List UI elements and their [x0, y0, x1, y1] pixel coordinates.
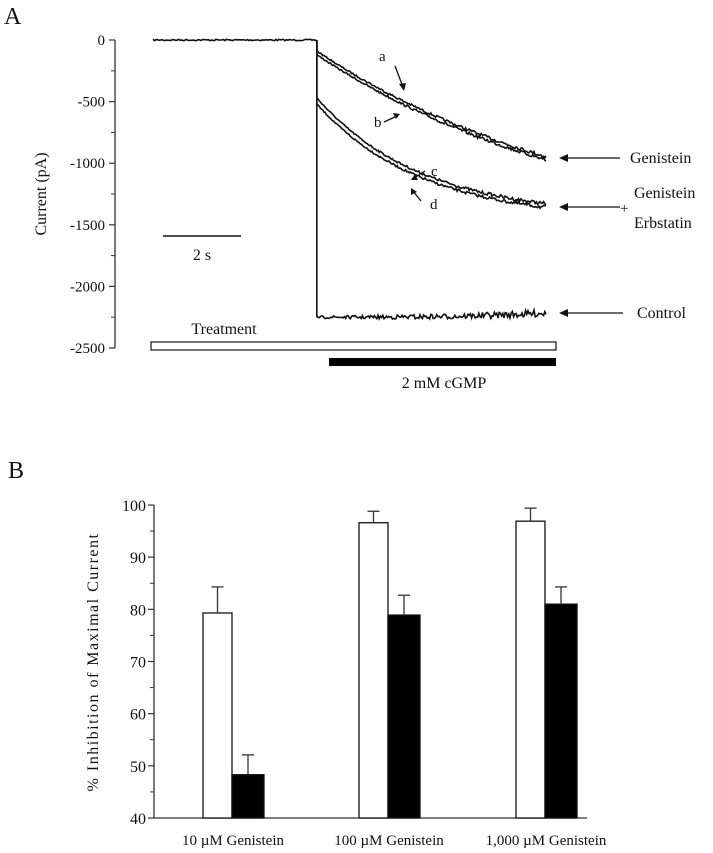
bar-genistein [358, 522, 389, 819]
y-tick-label: 80 [130, 602, 146, 619]
bar-genistein-erbstatin [387, 614, 421, 819]
y-tick-label: -500 [78, 95, 106, 111]
arrow-b-head [393, 113, 400, 119]
panel-b: 40 50 60 70 80 90 100 % Inhibition of Maximal … [85, 498, 607, 849]
legend-arrow-genistein-head [559, 154, 568, 162]
legend-arrow-genistein-erbstatin-head [559, 203, 568, 211]
panel-a-annotations: a b c d [374, 49, 438, 213]
y-tick-label: -1500 [70, 218, 105, 234]
trace-b [316, 40, 547, 162]
treatment-label: Treatment [191, 321, 257, 338]
panel-a-traces [152, 38, 547, 321]
y-tick-label: -2500 [70, 341, 105, 357]
trace-c [316, 40, 547, 206]
category-label: 10 µM Genistein [182, 833, 284, 849]
baseline-trace [152, 38, 317, 42]
arrow-a [394, 65, 404, 88]
panel-a-y-ticks: 0 -500 -1000 -1500 -2000 -2500 [70, 33, 115, 357]
bar-genistein-erbstatin [231, 774, 265, 819]
trace-label-d: d [430, 197, 438, 213]
bar-genistein-erbstatin [544, 603, 578, 819]
y-tick-label: 40 [130, 811, 146, 828]
y-tick-label: 60 [130, 707, 146, 724]
arrow-b [383, 115, 398, 123]
y-tick-label: -2000 [70, 279, 105, 295]
trace-d [316, 40, 547, 210]
category-label: 100 µM Genistein [334, 833, 444, 849]
panel-label-b: B [8, 458, 24, 484]
y-tick-label: 50 [130, 759, 146, 776]
category-label: 1,000 µM Genistein [486, 833, 607, 849]
panel-b-category-labels: 10 µM Genistein 100 µM Genistein 1,000 µM … [182, 833, 607, 849]
trace-control [316, 40, 547, 321]
trace-label-a: a [379, 49, 386, 65]
legend-genistein: Genistein [630, 150, 691, 167]
panel-label-a: A [4, 4, 22, 30]
panel-a-legend: Genistein Genistein + Erbstatin Control [559, 150, 695, 322]
protocol-bars: Treatment 2 mM cGMP [150, 321, 557, 392]
trace-label-b: b [374, 115, 382, 131]
legend-control: Control [637, 305, 686, 322]
treatment-bar [150, 341, 557, 351]
y-tick-label: 0 [98, 33, 106, 49]
panel-b-bars [202, 507, 578, 819]
y-tick-label: 100 [122, 498, 146, 515]
scale-bar-label: 2 s [193, 247, 211, 264]
arrow-d-head [411, 188, 417, 195]
arrow-c-head [411, 174, 418, 180]
trace-label-c: c [431, 164, 438, 180]
cgmp-label: 2 mM cGMP [402, 375, 487, 392]
y-tick-label: -1000 [70, 156, 105, 172]
arrow-a-head [399, 83, 406, 91]
cgmp-bar [329, 358, 556, 366]
scale-bar: 2 s [163, 235, 241, 264]
bar-genistein [515, 520, 546, 819]
panel-b-y-ticks: 40 50 60 70 80 90 100 [122, 498, 154, 828]
panel-a-y-label: Current (pA) [33, 152, 50, 235]
y-tick-label: 70 [130, 655, 146, 672]
y-tick-label: 90 [130, 550, 146, 567]
legend-arrow-control-head [559, 309, 568, 317]
panel-b-y-label: % Inhibition of Maximal Current [85, 533, 102, 792]
panel-a: 0 -500 -1000 -1500 -2000 -2500 Current (pA) a… [33, 33, 695, 392]
bar-genistein [202, 612, 233, 819]
legend-plus: + [620, 201, 628, 217]
legend-genistein-erbstatin-line2: Erbstatin [634, 215, 692, 232]
trace-a [316, 40, 547, 160]
legend-genistein-erbstatin-line1: Genistein [634, 185, 695, 202]
